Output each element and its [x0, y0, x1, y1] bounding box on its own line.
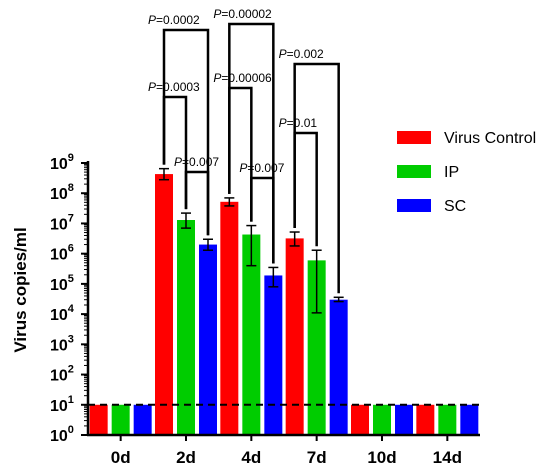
legend-label: Virus Control [444, 130, 536, 147]
significance-bracket: P=0.0003 [148, 80, 200, 210]
error-bar-virus-control-2d [159, 167, 169, 181]
legend-label: SC [444, 198, 466, 215]
legend-item-virus-control: Virus Control [397, 130, 536, 147]
error-bar-virus-control-7d [289, 231, 300, 247]
axis-layer: 100 101 102 103 104 105 106 107 108 109 0d 2d 4d 7d 10… [50, 152, 480, 467]
bar-virus-control-2d [155, 174, 173, 435]
error-bar-ip-2d [181, 212, 191, 229]
significance-bracket: P=0.00006 [213, 71, 272, 222]
error-bar-ip-4d [246, 224, 257, 267]
legend-label: IP [444, 164, 459, 181]
y-tick-label: 103 [50, 333, 74, 354]
bar-ip-0d [111, 404, 130, 435]
x-tick-label-0d: 0d [111, 448, 131, 467]
y-tick-label: 101 [50, 394, 74, 415]
bar-sc-4d [264, 275, 283, 435]
bar-ip-10d [373, 404, 391, 435]
p-value-label: P=0.002 [279, 47, 324, 61]
y-tick-label: 107 [50, 212, 74, 233]
bar-sc-2d [199, 244, 217, 435]
significance-bracket: P=0.007 [239, 161, 285, 264]
p-value-label: P=0.007 [174, 155, 219, 169]
x-tick-label-4d: 4d [241, 448, 261, 467]
bars-layer [89, 167, 479, 435]
legend-swatch [397, 199, 431, 212]
bar-virus-control-4d [220, 201, 239, 435]
bar-sc-7d [329, 299, 348, 435]
bar-ip-7d [307, 260, 326, 435]
p-value-label: P=0.0002 [148, 13, 200, 27]
x-tick-label-2d: 2d [176, 448, 196, 467]
legend-item-ip: IP [397, 164, 459, 181]
significance-bracket: P=0.007 [174, 155, 219, 236]
legend-item-sc: SC [397, 198, 466, 215]
y-tick-label: 104 [50, 303, 75, 324]
x-tick-label-14d: 14d [433, 448, 462, 467]
p-value-label: P=0.00002 [213, 7, 272, 21]
error-bar-ip-7d [311, 249, 322, 314]
bar-sc-0d [133, 404, 152, 435]
bar-ip-4d [242, 234, 261, 435]
bar-virus-control-0d [89, 404, 108, 435]
y-tick-label: 109 [50, 152, 74, 173]
y-tick-label: 105 [50, 273, 74, 294]
legend-swatch [397, 165, 431, 178]
bar-ip-14d [438, 404, 457, 435]
bar-virus-control-7d [285, 238, 304, 435]
y-tick-label: 102 [50, 364, 74, 385]
p-value-label: P=0.01 [279, 116, 318, 130]
error-bar-virus-control-4d [224, 197, 235, 207]
p-value-label: P=0.0003 [148, 80, 200, 94]
bar-sc-10d [395, 404, 413, 435]
p-value-label: P=0.007 [239, 161, 284, 175]
x-tick-label-10d: 10d [367, 448, 396, 467]
legend-swatch [397, 131, 431, 144]
significance-bracket: P=0.01 [279, 116, 318, 247]
bar-virus-control-10d [351, 404, 369, 435]
p-value-label: P=0.00006 [213, 71, 272, 85]
error-bar-sc-4d [268, 266, 279, 288]
error-bar-sc-2d [203, 238, 213, 251]
legend: Virus Control IP SC [397, 130, 536, 215]
y-tick-label: 100 [50, 424, 74, 445]
y-axis-label: Virus copies/ml [11, 227, 30, 352]
annotation-layer: P=0.0002 P=0.0003 P=0.007 P=0.00002 P=0.0000… [148, 7, 340, 294]
bar-ip-2d [177, 220, 195, 435]
y-tick-label: 108 [50, 182, 74, 203]
bar-virus-control-14d [416, 404, 435, 435]
error-bar-sc-7d [333, 296, 344, 303]
y-tick-label: 106 [50, 243, 74, 264]
x-tick-label-7d: 7d [307, 448, 327, 467]
bar-sc-14d [460, 404, 479, 435]
